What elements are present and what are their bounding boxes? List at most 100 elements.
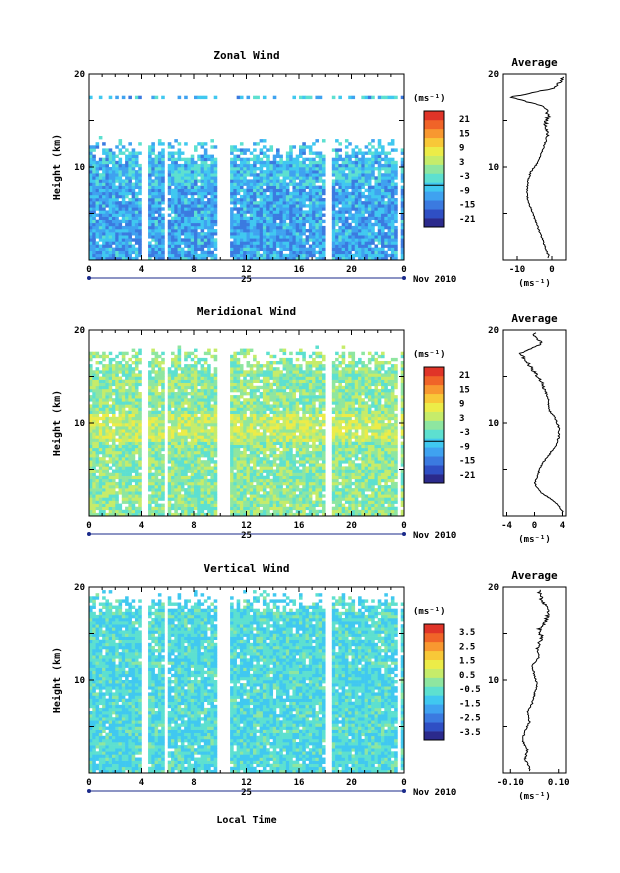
heatmap-cell: [180, 382, 185, 387]
heatmap-cell: [89, 441, 93, 445]
colorbar-segment: [424, 200, 444, 210]
heatmap-cell: [131, 160, 136, 165]
heatmap-cell: [177, 463, 182, 467]
heatmap-cell: [233, 444, 237, 449]
heatmap-cell: [243, 194, 247, 199]
heatmap-cell: [151, 364, 155, 368]
heatmap-cell: [348, 232, 352, 236]
heatmap-cell: [138, 170, 142, 174]
heatmap-cell: [148, 494, 152, 498]
heatmap-cell: [174, 401, 178, 405]
heatmap-cell: [154, 232, 159, 236]
heatmap-cell: [371, 188, 375, 193]
heatmap-cell: [384, 244, 388, 248]
heatmap-cell: [92, 173, 96, 177]
heatmap-cell: [167, 182, 172, 186]
heatmap-cell: [331, 201, 336, 205]
heatmap-cell: [174, 157, 178, 162]
heatmap-cell: [344, 160, 349, 165]
heatmap-cell: [151, 497, 155, 501]
heatmap-cell: [377, 219, 382, 224]
heatmap-cell: [203, 388, 208, 393]
heatmap-cell: [131, 503, 136, 507]
heatmap-cell: [249, 173, 254, 177]
heatmap-cell: [148, 247, 152, 251]
heatmap-cell: [341, 173, 346, 177]
heatmap-cell: [213, 488, 218, 492]
heatmap-cell: [230, 481, 234, 486]
heatmap-cell: [154, 241, 159, 245]
heatmap-cell: [321, 157, 326, 162]
heatmap-cell: [187, 444, 192, 449]
heatmap-cell: [253, 225, 257, 230]
heatmap-cell: [154, 191, 159, 196]
heatmap-cell: [167, 481, 172, 486]
heatmap-cell: [190, 370, 195, 374]
heatmap-cell: [358, 207, 362, 211]
heatmap-cell: [351, 173, 356, 177]
heatmap-cell: [262, 216, 267, 220]
heatmap-cell: [230, 466, 234, 470]
heatmap-cell: [400, 194, 405, 199]
heatmap-cell: [374, 176, 379, 180]
heatmap-cell: [180, 213, 185, 217]
heatmap-cell: [134, 163, 139, 168]
heatmap-cell: [177, 222, 182, 227]
heatmap-cell: [89, 247, 93, 251]
heatmap-cell: [381, 176, 385, 180]
heatmap-cell: [335, 229, 339, 233]
heatmap-cell: [289, 241, 293, 245]
heatmap-cell: [108, 388, 113, 393]
heatmap-cell: [236, 173, 241, 177]
heatmap-cell: [92, 225, 96, 230]
heatmap-cell: [210, 469, 214, 473]
heatmap-cell: [95, 367, 100, 371]
heatmap-cell: [305, 185, 310, 189]
heatmap-cell: [187, 509, 192, 514]
heatmap-cell: [115, 426, 119, 430]
heatmap-cell: [151, 198, 155, 202]
heatmap-cell: [210, 163, 214, 168]
heatmap-cell: [98, 491, 103, 495]
heatmap-cell: [154, 413, 159, 418]
heatmap-cell: [289, 210, 293, 214]
heatmap-cell: [210, 238, 214, 242]
heatmap-cell: [105, 194, 109, 199]
heatmap-cell: [239, 351, 244, 356]
heatmap-cell: [239, 348, 244, 352]
heatmap-cell: [338, 185, 342, 189]
heatmap-cell: [115, 466, 119, 470]
heatmap-cell: [138, 491, 142, 495]
heatmap-cell: [167, 454, 172, 458]
heatmap-cell: [282, 160, 287, 165]
heatmap-cell: [98, 382, 103, 387]
heatmap-cell: [367, 173, 372, 177]
heatmap-cell: [174, 398, 178, 402]
heatmap-cell: [102, 472, 106, 476]
heatmap-cell: [95, 497, 100, 501]
heatmap-cell: [289, 160, 293, 165]
heatmap-cell: [184, 460, 188, 464]
heatmap-cell: [341, 182, 346, 186]
heatmap-cell: [95, 145, 100, 149]
heatmap-cell: [105, 497, 109, 501]
heatmap-cell: [371, 235, 375, 239]
heatmap-cell: [361, 163, 365, 168]
heatmap-cell: [253, 238, 257, 242]
heatmap-cell: [151, 357, 155, 362]
heatmap-cell: [318, 167, 323, 171]
heatmap-cell: [167, 225, 172, 230]
heatmap-cell: [210, 491, 214, 495]
heatmap-cell: [348, 207, 352, 211]
heatmap-cell: [344, 247, 349, 251]
heatmap-cell: [213, 244, 218, 248]
heatmap-cell: [125, 494, 129, 498]
heatmap-cell: [180, 404, 185, 408]
heatmap-cell: [138, 361, 142, 365]
heatmap-cell: [351, 201, 356, 205]
heatmap-cell: [184, 370, 188, 374]
heatmap-cell: [302, 241, 306, 245]
heatmap-cell: [364, 176, 369, 180]
heatmap-cell: [115, 429, 119, 433]
heatmap-cell: [315, 229, 319, 233]
